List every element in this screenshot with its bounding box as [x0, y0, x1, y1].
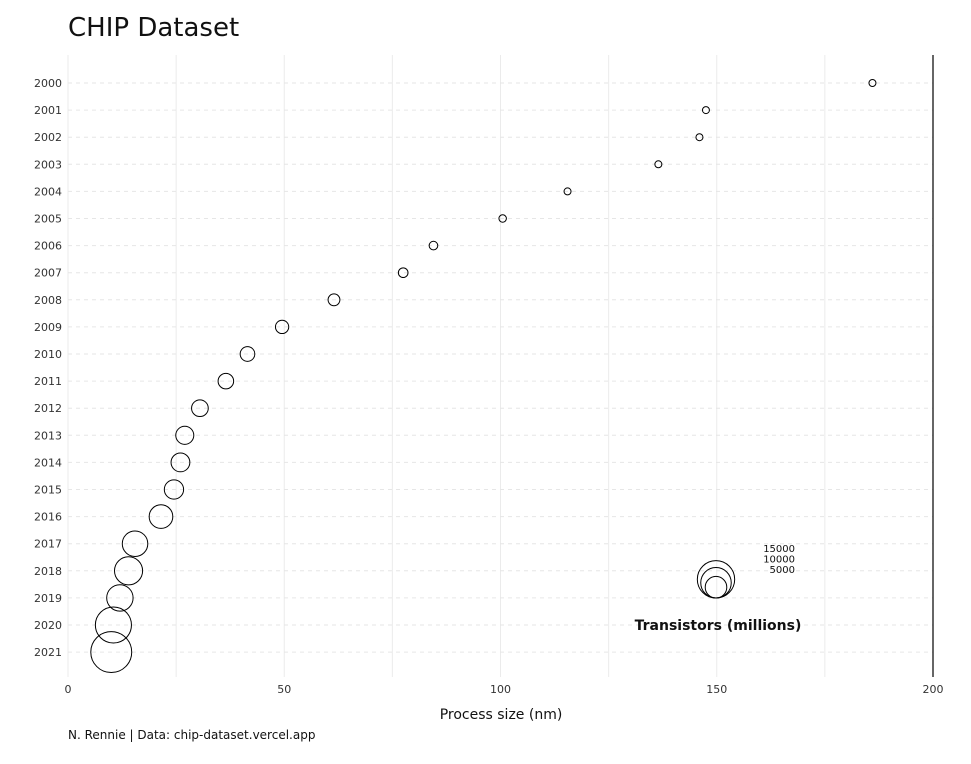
x-tick-label: 150	[706, 683, 727, 696]
y-tick-labels: 2000 2001 2002 2003 2004 2005 2006 2007 2008 2009…	[34, 77, 62, 659]
size-legend-label: 5000	[770, 565, 795, 576]
size-legend-circle	[696, 560, 736, 599]
data-points	[90, 79, 877, 674]
size-legend-title: Transistors (millions)	[635, 618, 802, 634]
x-axis-title: Process size (nm)	[440, 707, 563, 723]
y-tick-label: 2019	[34, 592, 62, 605]
data-point	[695, 133, 704, 142]
x-tick-labels: 0 50 100 150 200	[65, 683, 944, 696]
y-tick-label: 2000	[34, 77, 62, 90]
data-point	[121, 530, 149, 557]
y-tick-label: 2003	[34, 158, 62, 171]
size-legend-circle	[700, 567, 732, 599]
data-point	[498, 214, 507, 223]
y-tick-label: 2014	[34, 456, 62, 469]
data-point	[239, 346, 256, 362]
y-tick-label: 2006	[34, 240, 62, 253]
data-point	[654, 160, 663, 169]
size-legend-label: 15000	[763, 544, 795, 555]
y-tick-label: 2002	[34, 131, 62, 144]
size-legend-circle	[704, 575, 728, 599]
y-tick-label: 2016	[34, 511, 62, 524]
grid	[67, 55, 933, 677]
data-point	[274, 319, 290, 335]
data-point	[397, 267, 409, 279]
y-tick-label: 2007	[34, 267, 62, 280]
data-point	[175, 425, 195, 445]
data-point	[191, 399, 209, 418]
chart-title: CHIP Dataset	[68, 13, 239, 43]
y-tick-label: 2010	[34, 348, 62, 361]
y-tick-label: 2020	[34, 619, 62, 632]
y-tick-label: 2001	[34, 104, 62, 117]
data-point	[113, 556, 144, 586]
x-tick-label: 200	[923, 683, 944, 696]
data-point	[163, 479, 185, 500]
data-point	[217, 372, 235, 390]
data-point	[148, 504, 174, 529]
y-tick-label: 2018	[34, 565, 62, 578]
data-point	[94, 606, 132, 644]
y-tick-label: 2009	[34, 321, 62, 334]
y-tick-label: 2015	[34, 484, 62, 497]
y-tick-label: 2021	[34, 646, 62, 659]
x-tick-label: 0	[65, 683, 72, 696]
data-point	[868, 79, 877, 87]
y-tick-label: 2013	[34, 429, 62, 442]
x-tick-label: 100	[490, 683, 511, 696]
size-legend-label: 10000	[763, 555, 795, 566]
data-point	[327, 293, 341, 307]
y-tick-label: 2017	[34, 538, 62, 551]
y-tick-label: 2008	[34, 294, 62, 307]
y-tick-label: 2005	[34, 213, 62, 226]
data-point	[106, 584, 134, 612]
y-tick-label: 2012	[34, 402, 62, 415]
data-point	[170, 452, 191, 473]
x-tick-label: 50	[277, 683, 291, 696]
y-tick-label: 2011	[34, 375, 62, 388]
data-point	[90, 631, 133, 674]
caption: N. Rennie | Data: chip-dataset.vercel.ap…	[68, 728, 315, 742]
data-point	[701, 106, 710, 115]
y-tick-label: 2004	[34, 185, 62, 198]
data-point	[563, 187, 572, 196]
data-point	[428, 240, 439, 251]
